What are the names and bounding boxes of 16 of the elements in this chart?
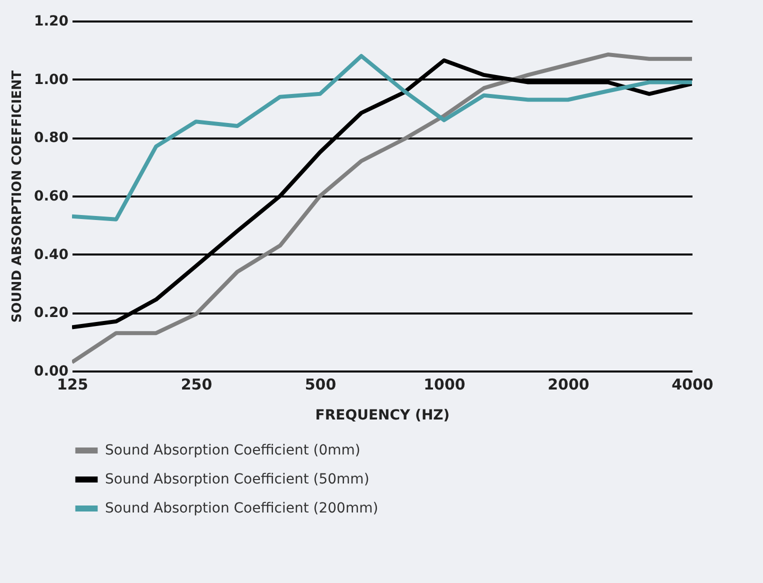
x-tick-label: 2000 (548, 376, 590, 394)
x-tick-label: 250 (180, 376, 212, 394)
y-tick-label: 1.20 (34, 14, 69, 30)
x-tick-label: 4000 (672, 376, 714, 394)
y-tick-label: 0.80 (34, 130, 69, 146)
legend-label: Sound Absorption Coefficient (200mm) (105, 500, 378, 516)
y-axis-title: SOUND ABSORPTION COEFFICIENT (10, 70, 25, 323)
y-tick-label: 0.60 (34, 188, 69, 204)
x-axis-title: FREQUENCY (HZ) (315, 408, 450, 424)
y-tick-label: 0.20 (34, 305, 69, 322)
y-tick-label: 0.40 (34, 246, 69, 263)
legend-label: Sound Absorption Coefficient (0mm) (105, 442, 360, 458)
x-tick-label: 500 (304, 376, 336, 394)
legend-label: Sound Absorption Coefficient (50mm) (105, 472, 370, 488)
y-tick-label: 1.00 (34, 72, 69, 88)
x-tick-label: 1000 (424, 376, 466, 394)
